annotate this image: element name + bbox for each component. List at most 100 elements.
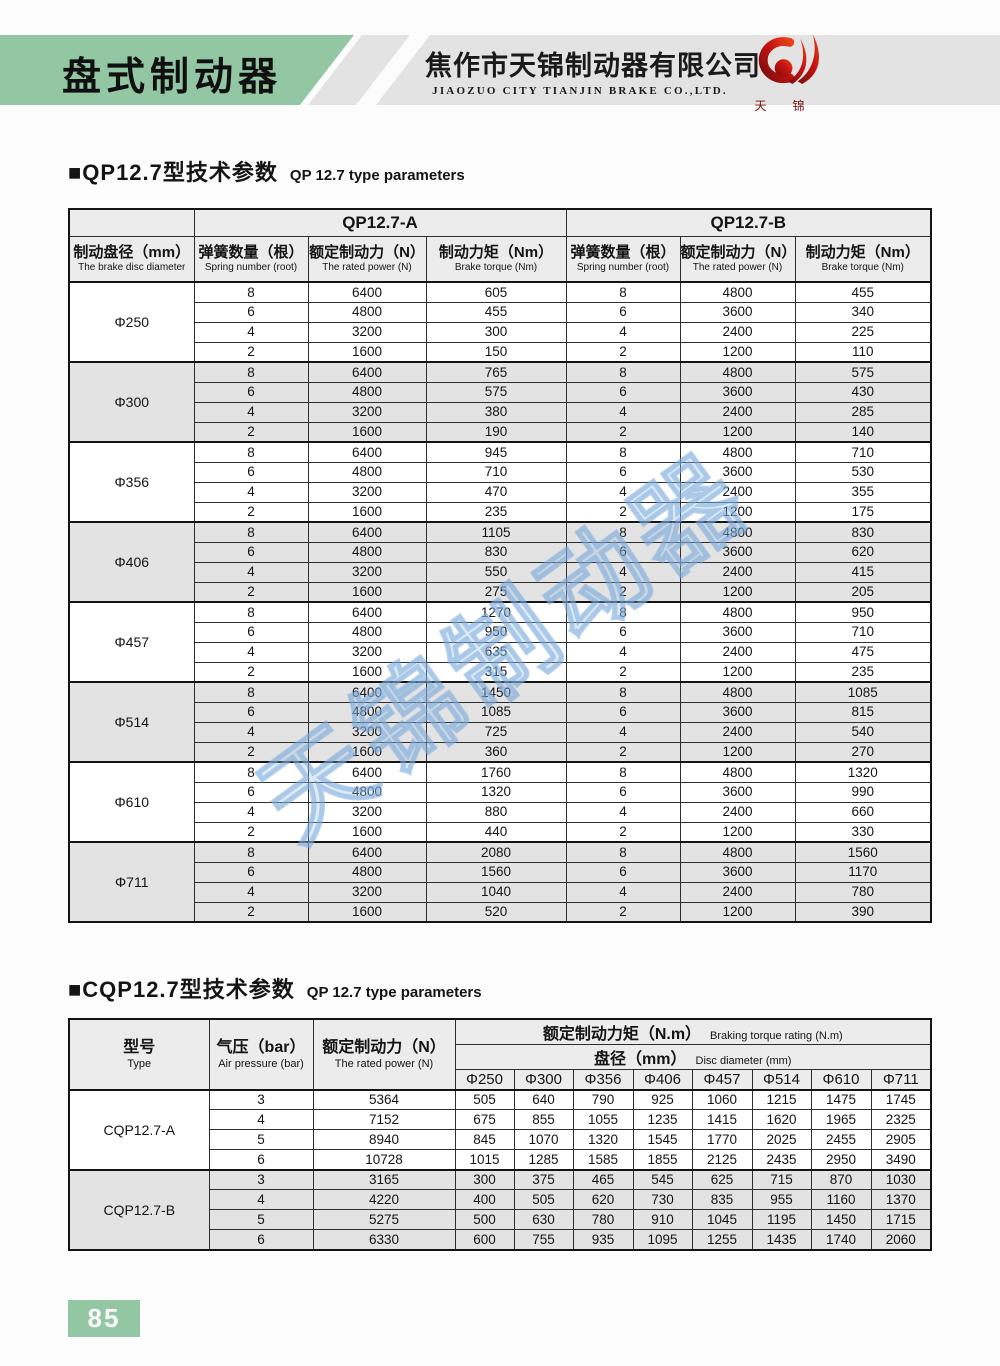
table-cell: 360 — [425, 741, 567, 763]
section-cqp-title-en: QP 12.7 type parameters — [306, 984, 482, 1001]
table-cell: 6 — [565, 541, 681, 563]
table-cell: 935 — [572, 1229, 634, 1250]
table-cell: 1070 — [513, 1129, 574, 1150]
table-cell: 2 — [193, 661, 309, 683]
table-row: 4 3200 470 4 2400 355 — [69, 481, 932, 503]
table-row: 4 7152 675 855 1055 1235 1415 1620 1965 2325 — [69, 1109, 932, 1130]
header-green-band — [0, 35, 354, 105]
table-cell: 3200 — [307, 881, 427, 903]
table-cell: 3600 — [679, 861, 796, 883]
table-cell: 8 — [193, 281, 309, 303]
cqp-diameter-header: Φ610 — [810, 1069, 872, 1090]
table-cell: 1215 — [751, 1088, 812, 1110]
table-cell: 3200 — [307, 401, 427, 423]
table-cell: 1270 — [425, 601, 567, 623]
table-cell: 2400 — [679, 801, 796, 823]
table-cell: 6400 — [307, 441, 427, 463]
table-row: 4 3200 725 4 2400 540 — [69, 721, 932, 743]
row-group-label: Φ514 — [68, 681, 195, 763]
table-cell: 870 — [810, 1168, 872, 1190]
table-cell: 3 — [208, 1088, 314, 1110]
table-cell: 575 — [794, 361, 932, 383]
table-cell: 6 — [565, 301, 681, 323]
table-cell: 3490 — [870, 1149, 932, 1170]
table-cell: 945 — [425, 441, 567, 463]
table-cell: 710 — [794, 621, 932, 643]
table-cell: 1055 — [572, 1109, 634, 1130]
table-cell: 6 — [193, 621, 309, 643]
table-cell: 1200 — [679, 661, 796, 683]
qp-col-torque-b: 制动力矩（Nm） Brake torque (Nm) — [794, 235, 932, 283]
qp-col-disc-diameter: 制动盘径（mm） The brake disc diameter — [68, 235, 195, 283]
table-cell: 830 — [794, 521, 932, 543]
table-cell: 2400 — [679, 401, 796, 423]
table-cell: 8 — [193, 841, 309, 863]
table-cell: 4 — [208, 1189, 314, 1210]
table-cell: 2435 — [751, 1149, 812, 1170]
table-cell: 235 — [425, 501, 567, 523]
table-cell: 440 — [425, 821, 567, 843]
table-cell: 6330 — [312, 1229, 456, 1250]
row-group-label: Φ711 — [68, 841, 195, 923]
table-cell: 855 — [513, 1109, 574, 1130]
table-cell: 1600 — [307, 581, 427, 603]
qp-col-power-b: 额定制动力（N） The rated power (N) — [679, 235, 796, 283]
table-cell: 10728 — [312, 1149, 456, 1170]
table-cell: 4 — [565, 881, 681, 903]
table-cell: 1600 — [307, 341, 427, 363]
table-cell: 710 — [794, 441, 932, 463]
table-cell: 2 — [565, 901, 681, 923]
table-cell: 8 — [565, 841, 681, 863]
table-row: 2 1600 275 2 1200 205 — [69, 581, 932, 603]
table-cell: 1370 — [870, 1189, 932, 1210]
table-cell: 2 — [193, 341, 309, 363]
table-cell: 600 — [454, 1229, 515, 1250]
table-cell: 6 — [565, 461, 681, 483]
table-cell: 765 — [425, 361, 567, 383]
table-cell: 2400 — [679, 321, 796, 343]
table-cell: 4 — [193, 641, 309, 663]
row-group-label: CQP12.7-A — [68, 1088, 210, 1170]
table-cell: 4800 — [679, 361, 796, 383]
table-row: CQP12.7-B 3 3165 300 375 465 545 625 715 870 1030 — [68, 1168, 932, 1250]
table-cell: 710 — [425, 461, 567, 483]
table-cell: 2 — [193, 421, 309, 443]
qp-group-header-b: QP12.7-B — [565, 208, 932, 237]
table-cell: 140 — [794, 421, 932, 443]
table-cell: 110 — [794, 341, 932, 363]
table-cell: 1105 — [425, 521, 567, 543]
table-row: 4 3200 1040 4 2400 780 — [69, 881, 932, 903]
table-cell: 4800 — [679, 761, 796, 783]
table-cell: 455 — [425, 301, 567, 323]
table-cell: 4 — [565, 801, 681, 823]
table-cell: 235 — [794, 661, 932, 683]
table-cell: 6 — [565, 701, 681, 723]
table-cell: 620 — [794, 541, 932, 563]
table-cell: 5 — [208, 1209, 314, 1230]
table-cell: 4 — [193, 561, 309, 583]
table-cell: 2 — [565, 421, 681, 443]
table-cell: 3600 — [679, 301, 796, 323]
table-cell: 1560 — [425, 861, 567, 883]
table-cell: 1320 — [794, 761, 932, 783]
table-cell: 725 — [425, 721, 567, 743]
qp-col-spring-b: 弹簧数量（根） Spring number (root) — [565, 235, 681, 283]
table-cell: 1255 — [691, 1229, 753, 1250]
table-row: 6 4800 1085 6 3600 815 — [69, 701, 932, 723]
company-logo: 天锦 — [740, 30, 835, 114]
table-cell: 1585 — [572, 1149, 634, 1170]
table-cell: 5 — [208, 1129, 314, 1150]
table-cell: 4 — [565, 721, 681, 743]
table-cell: 4800 — [679, 281, 796, 303]
table-cell: 4800 — [679, 681, 796, 703]
table-cell: 1200 — [679, 821, 796, 843]
table-row: Φ610 8 6400 1760 8 4800 1320 — [68, 761, 932, 843]
qp-col-spring-a: 弹簧数量（根） Spring number (root) — [193, 235, 309, 283]
table-cell: 8 — [565, 521, 681, 543]
table-cell: 6 — [565, 621, 681, 643]
table-cell: 3600 — [679, 701, 796, 723]
table-cell: 635 — [425, 641, 567, 663]
table-cell: 620 — [572, 1189, 634, 1210]
table-cell: 6 — [193, 381, 309, 403]
table-cell: 2025 — [751, 1129, 812, 1150]
